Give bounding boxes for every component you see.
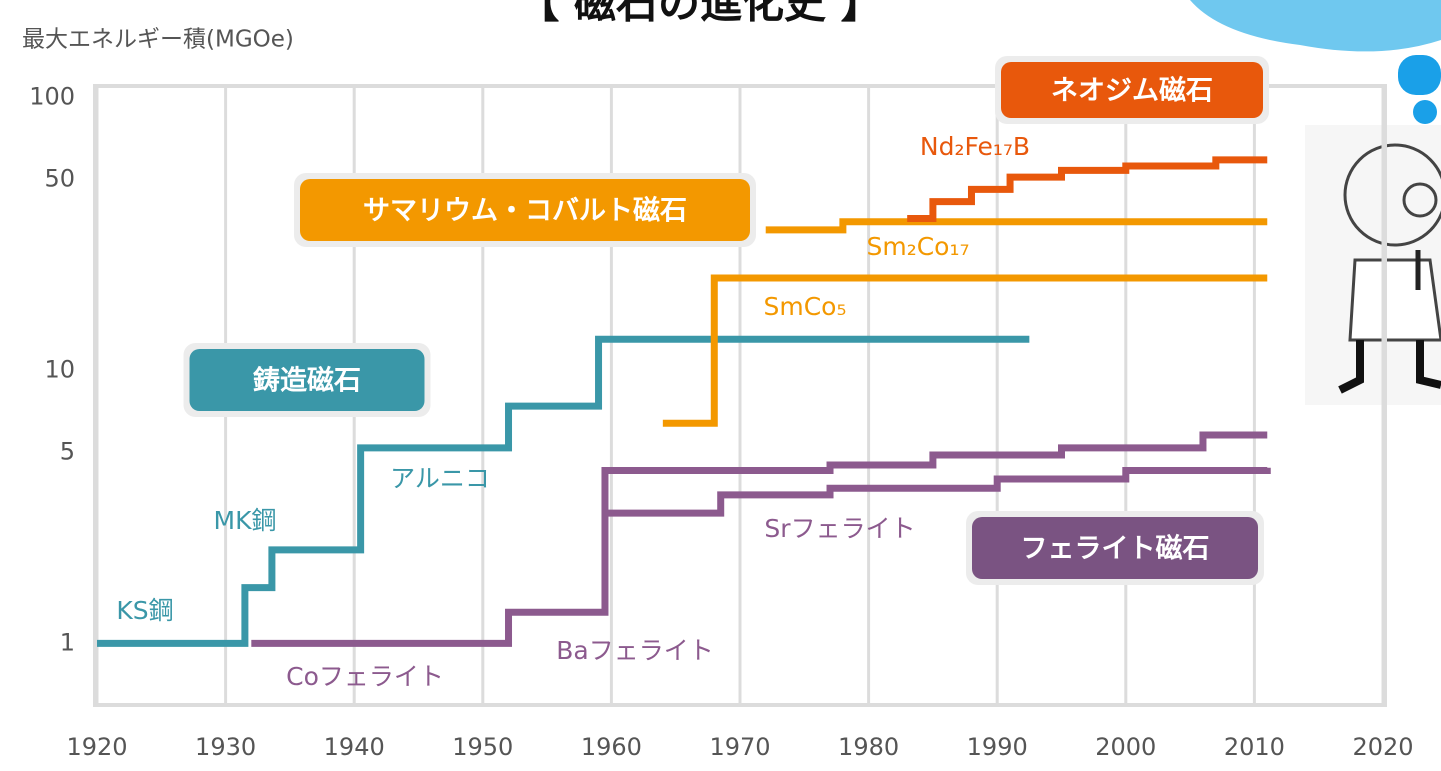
chart: 【 磁石の進化史 】 最大エネルギー積(MGOe) 1920 1930 1940 19… [0, 0, 1441, 771]
series-line [766, 222, 1268, 230]
annotation: MK鋼 [214, 506, 277, 535]
cloud-decoration [1190, 0, 1441, 51]
x-tick-label: 1940 [324, 733, 385, 761]
annotation: KS鋼 [116, 596, 173, 625]
x-tick-label: 1990 [967, 733, 1028, 761]
exclamation-dot [1413, 100, 1437, 124]
series-line [605, 468, 1267, 513]
x-tick-label: 1980 [838, 733, 899, 761]
label-text: ネオジム磁石 [1051, 76, 1213, 107]
y-tick-label: 5 [60, 438, 75, 466]
label-text: フェライト磁石 [1021, 534, 1210, 565]
annotation: Srフェライト [764, 514, 915, 543]
annotation: Nd₂Fe₁₇B [920, 132, 1030, 161]
x-tick-label: 2000 [1095, 733, 1156, 761]
x-tick-label: 1970 [709, 733, 770, 761]
series-line [907, 160, 1267, 219]
annotation: Sm₂Co₁₇ [866, 232, 969, 261]
x-tick-label: 1930 [195, 733, 256, 761]
y-axis-title: 最大エネルギー積(MGOe) [22, 27, 294, 53]
boxed-label: サマリウム・コバルト磁石 [294, 173, 756, 247]
label-text: 鋳造磁石 [253, 366, 361, 397]
x-tick-label: 2020 [1352, 733, 1413, 761]
x-tick-label: 1920 [66, 733, 127, 761]
y-tick-label: 1 [60, 628, 75, 656]
annotation: SmCo₅ [764, 292, 847, 321]
annotation: Baフェライト [556, 636, 713, 665]
boxed-label: 鋳造磁石 [184, 343, 431, 417]
x-tick-label: 2010 [1224, 733, 1285, 761]
y-tick-label: 10 [44, 355, 75, 383]
y-tick-label: 50 [44, 165, 75, 193]
professor-illustration [1305, 125, 1441, 405]
series-line [663, 278, 1267, 423]
x-tick-label: 1950 [452, 733, 513, 761]
x-tick-label: 1960 [581, 733, 642, 761]
annotation: アルニコ [390, 464, 490, 493]
exclamation-decoration [1398, 55, 1441, 95]
boxed-label: ネオジム磁石 [995, 56, 1269, 124]
y-tick-label: 100 [29, 82, 75, 110]
annotation: Coフェライト [286, 662, 444, 691]
label-text: サマリウム・コバルト磁石 [363, 196, 687, 227]
boxed-label: フェライト磁石 [966, 511, 1264, 585]
chart-title: 【 磁石の進化史 】 [517, 0, 882, 28]
